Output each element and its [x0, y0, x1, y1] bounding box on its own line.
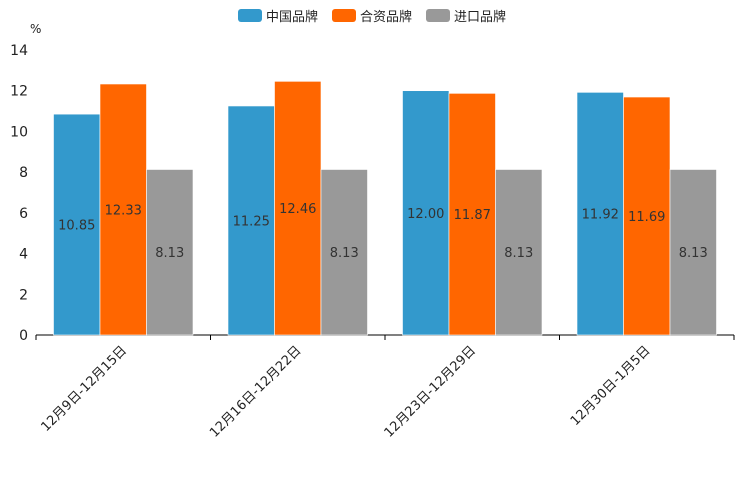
bar-data-label: 10.85: [58, 219, 95, 234]
legend-swatch-series-0: [237, 9, 262, 22]
y-tick-label: 6: [19, 206, 28, 222]
bar[interactable]: [623, 96, 671, 336]
legend: 中国品牌 合资品牌 进口品牌: [0, 6, 744, 25]
bar-data-label: 11.87: [454, 208, 491, 223]
x-category-label: 12月23日-12月29日: [382, 343, 479, 440]
bar-data-label: 8.13: [330, 246, 359, 261]
legend-swatch-series-1: [331, 9, 356, 22]
x-category-label: 12月30日-1月5日: [568, 343, 654, 429]
bar-data-label: 8.13: [155, 246, 184, 261]
bar-data-label: 12.33: [105, 203, 142, 218]
bar[interactable]: [669, 169, 717, 336]
bar-data-label: 8.13: [679, 246, 708, 261]
bar-data-label: 11.25: [233, 214, 270, 229]
bar-data-label: 12.46: [279, 202, 316, 217]
y-tick-label: 0: [19, 328, 28, 344]
bar[interactable]: [402, 90, 450, 336]
bar[interactable]: [495, 169, 543, 336]
bar-data-label: 11.92: [582, 208, 619, 223]
y-tick-label: 8: [19, 165, 28, 181]
legend-item-series-1[interactable]: 合资品牌: [331, 6, 412, 25]
y-tick-label: 4: [19, 247, 28, 263]
y-axis-unit-label: %: [30, 22, 41, 36]
y-tick-label: 12: [10, 84, 28, 100]
legend-label-series-2: 进口品牌: [454, 10, 507, 25]
legend-label-series-0: 中国品牌: [265, 10, 318, 25]
bar-data-label: 12.00: [407, 207, 444, 222]
bar-data-label: 8.13: [504, 246, 533, 261]
bar[interactable]: [576, 92, 624, 336]
bar[interactable]: [320, 169, 368, 336]
legend-label-series-1: 合资品牌: [359, 10, 412, 25]
y-tick-label: 2: [19, 287, 28, 303]
legend-swatch-series-2: [426, 9, 450, 22]
y-tick-label: 14: [10, 43, 28, 59]
bar[interactable]: [448, 93, 496, 336]
x-category-label: 12月9日-12月15日: [38, 343, 130, 435]
y-tick-label: 10: [10, 124, 28, 140]
bar-data-label: 11.69: [628, 210, 665, 225]
bar[interactable]: [99, 83, 147, 336]
legend-item-series-2[interactable]: 进口品牌: [426, 6, 506, 25]
bar[interactable]: [53, 113, 101, 336]
legend-item-series-0[interactable]: 中国品牌: [237, 6, 318, 25]
x-category-label: 12月16日-12月22日: [207, 343, 304, 440]
bar[interactable]: [146, 169, 194, 336]
bar[interactable]: [274, 81, 322, 336]
